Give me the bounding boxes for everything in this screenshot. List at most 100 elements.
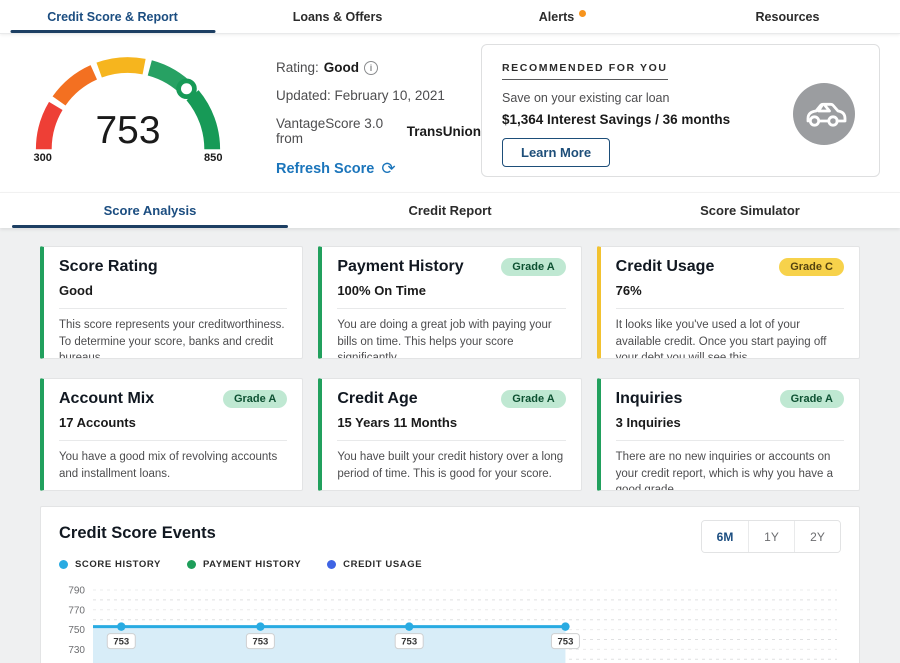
- divider: [615, 308, 844, 309]
- refresh-score-link[interactable]: Refresh Score: [276, 159, 481, 179]
- card-payment-history[interactable]: Payment History Grade A 100% On Time You…: [318, 246, 582, 359]
- gauge-segment-orange: [52, 65, 98, 106]
- chart-legend: SCORE HISTORY PAYMENT HISTORY CREDIT USA…: [59, 559, 841, 570]
- card-value: 17 Accounts: [59, 415, 136, 430]
- range-button-1y[interactable]: 1Y: [748, 521, 794, 552]
- cards-grid: Score Rating Good This score represents …: [40, 246, 860, 491]
- card-value: 100% On Time: [337, 283, 426, 298]
- nav-label: Credit Score & Report: [47, 9, 178, 24]
- legend-credit-usage: CREDIT USAGE: [327, 559, 422, 570]
- events-title: Credit Score Events: [59, 524, 216, 542]
- card-value: Good: [59, 283, 93, 298]
- tab-label: Score Simulator: [700, 203, 800, 218]
- tab-score-simulator[interactable]: Score Simulator: [600, 193, 900, 228]
- card-credit-age[interactable]: Credit Age Grade A 15 Years 11 Months Yo…: [318, 378, 582, 491]
- recommendation-card: RECOMMENDED FOR YOU Save on your existin…: [481, 44, 880, 177]
- nav-label: Alerts: [538, 9, 575, 24]
- legend-label: PAYMENT HISTORY: [202, 559, 302, 570]
- card-title: Score Rating: [59, 258, 158, 275]
- card-title: Credit Usage: [615, 258, 715, 275]
- range-button-6m[interactable]: 6M: [702, 521, 748, 552]
- divider: [59, 440, 288, 441]
- svg-text:770: 770: [68, 605, 85, 616]
- car-icon: [793, 83, 855, 150]
- card-title: Payment History: [337, 258, 464, 275]
- nav-item-loans-offers[interactable]: Loans & Offers: [225, 0, 450, 33]
- svg-text:753: 753: [558, 637, 574, 648]
- svg-text:790: 790: [68, 586, 85, 597]
- svg-text:753: 753: [401, 637, 417, 648]
- grade-badge: Grade A: [779, 390, 844, 408]
- grade-badge: Grade A: [501, 258, 566, 276]
- refresh-score-label: Refresh Score: [276, 161, 375, 177]
- card-title: Inquiries: [615, 390, 683, 407]
- card-score-rating[interactable]: Score Rating Good This score represents …: [40, 246, 304, 359]
- divider: [615, 440, 844, 441]
- tab-score-analysis[interactable]: Score Analysis: [0, 193, 300, 228]
- card-account-mix[interactable]: Account Mix Grade A 17 Accounts You have…: [40, 378, 304, 491]
- card-description: You are doing a great job with paying yo…: [337, 319, 552, 359]
- card-value: 15 Years 11 Months: [337, 415, 458, 430]
- card-description: You have built your credit history over …: [337, 451, 564, 480]
- nav-label: Loans & Offers: [292, 9, 383, 24]
- rating-value: Good: [323, 60, 360, 75]
- nav-item-resources[interactable]: Resources: [675, 0, 900, 33]
- recommendation-savings: $1,364 Interest Savings / 36 months: [502, 112, 731, 127]
- legend-payment-history: PAYMENT HISTORY: [186, 559, 302, 570]
- card-description: This score represents your creditworthin…: [59, 319, 285, 359]
- divider: [337, 440, 566, 441]
- gauge-segment-dark-green: [186, 90, 221, 150]
- card-description: You have a good mix of revolving account…: [59, 451, 278, 480]
- card-title: Account Mix: [59, 390, 155, 407]
- card-inquiries[interactable]: Inquiries Grade A 3 Inquiries There are …: [596, 378, 860, 491]
- score-details: Rating: Good Updated: February 10, 2021 …: [276, 44, 481, 178]
- legend-label: SCORE HISTORY: [75, 559, 161, 570]
- score-history-chart[interactable]: 790770750730710753753753753: [59, 578, 841, 663]
- provider-prefix: VantageScore 3.0 from: [276, 116, 384, 146]
- grade-badge: Grade A: [501, 390, 566, 408]
- rating-label: Rating:: [276, 60, 319, 75]
- credit-score-gauge: 753 300 850: [28, 44, 238, 178]
- tab-credit-report[interactable]: Credit Report: [300, 193, 600, 228]
- divider: [59, 308, 288, 309]
- legend-score-history: SCORE HISTORY: [59, 559, 161, 570]
- updated-row: Updated: February 10, 2021: [276, 88, 481, 103]
- grade-badge: Grade C: [779, 258, 844, 276]
- legend-dot-icon: [186, 560, 196, 569]
- recommendation-text: Save on your existing car loan: [502, 91, 670, 105]
- top-navigation: Credit Score & Report Loans & Offers Ale…: [0, 0, 900, 34]
- gauge-score-value: 753: [96, 109, 161, 152]
- analysis-tabs: Score Analysis Credit Report Score Simul…: [0, 192, 900, 228]
- score-factor-cards: Score Rating Good This score represents …: [0, 228, 900, 491]
- tab-label: Credit Report: [408, 203, 492, 218]
- info-icon[interactable]: [364, 60, 379, 75]
- rating-row: Rating: Good: [276, 60, 481, 75]
- card-title: Credit Age: [337, 390, 418, 407]
- range-button-2y[interactable]: 2Y: [794, 521, 840, 552]
- gauge-indicator: [176, 78, 197, 99]
- recommendation-eyebrow: RECOMMENDED FOR YOU: [502, 62, 668, 80]
- nav-item-credit-score-report[interactable]: Credit Score & Report: [0, 0, 225, 33]
- gauge-segment-red: [35, 101, 63, 150]
- learn-more-button[interactable]: Learn More: [502, 138, 611, 167]
- card-value: 3 Inquiries: [615, 415, 681, 430]
- card-description: There are no new inquiries or accounts o…: [615, 451, 833, 491]
- legend-dot-icon: [59, 560, 68, 569]
- credit-score-events-panel: Credit Score Events 6M 1Y 2Y SCORE HISTO…: [40, 506, 860, 663]
- gauge-min-label: 300: [34, 152, 52, 164]
- svg-text:730: 730: [68, 645, 85, 656]
- svg-text:753: 753: [113, 637, 129, 648]
- nav-item-alerts[interactable]: Alerts: [450, 0, 675, 33]
- card-credit-usage[interactable]: Credit Usage Grade C 76% It looks like y…: [596, 246, 860, 359]
- score-summary-section: 753 300 850 Rating: Good Updated: Februa…: [0, 34, 900, 192]
- grade-badge: Grade A: [222, 390, 288, 408]
- legend-label: CREDIT USAGE: [343, 559, 423, 570]
- gauge-segment-yellow: [96, 57, 146, 78]
- svg-text:750: 750: [68, 625, 85, 636]
- alert-dot-icon: [579, 10, 587, 17]
- provider-row: VantageScore 3.0 from TransUnion: [276, 116, 481, 146]
- svg-text:753: 753: [252, 637, 268, 648]
- time-range-selector: 6M 1Y 2Y: [701, 520, 841, 553]
- gauge-max-label: 850: [204, 152, 222, 164]
